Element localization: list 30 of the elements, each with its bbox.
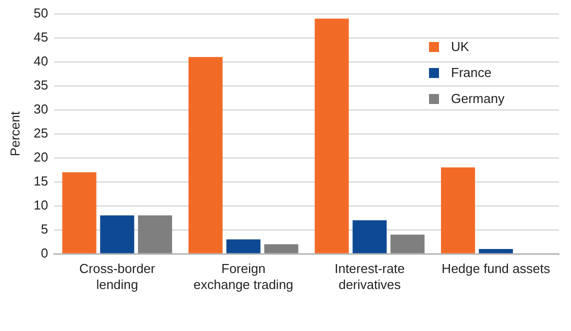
bar <box>264 244 298 254</box>
y-tick-label: 15 <box>34 173 48 188</box>
bar <box>62 172 96 254</box>
legend-label: Germany <box>450 90 504 108</box>
y-tick-label: 25 <box>34 125 48 140</box>
y-tick-label: 5 <box>40 221 48 236</box>
bar <box>100 215 134 254</box>
x-tick-label: Cross-border lending <box>79 261 156 292</box>
legend-label: UK <box>450 38 470 56</box>
y-tick-label: 40 <box>34 53 48 68</box>
x-tick-label: Hedge fund assets <box>442 261 551 276</box>
x-tick-label: Foreign exchange trading <box>194 261 294 292</box>
bar <box>188 57 223 254</box>
bar <box>352 220 387 254</box>
bar <box>478 249 513 254</box>
bar <box>390 234 425 254</box>
x-tick-label: Interest-rate derivatives <box>334 261 405 292</box>
bar <box>314 18 349 254</box>
y-tick-label: 30 <box>34 101 48 116</box>
bar <box>440 167 476 254</box>
legend-label: France <box>450 64 492 82</box>
bar <box>138 215 172 254</box>
y-axis-title: Percent <box>7 111 22 156</box>
y-tick-label: 20 <box>34 149 48 164</box>
bar <box>226 239 260 254</box>
y-tick-label: 10 <box>34 197 48 212</box>
y-tick-label: 0 <box>40 245 48 260</box>
y-tick-label: 50 <box>34 5 48 20</box>
y-tick-label: 35 <box>34 77 48 92</box>
y-tick-label: 45 <box>34 29 48 44</box>
